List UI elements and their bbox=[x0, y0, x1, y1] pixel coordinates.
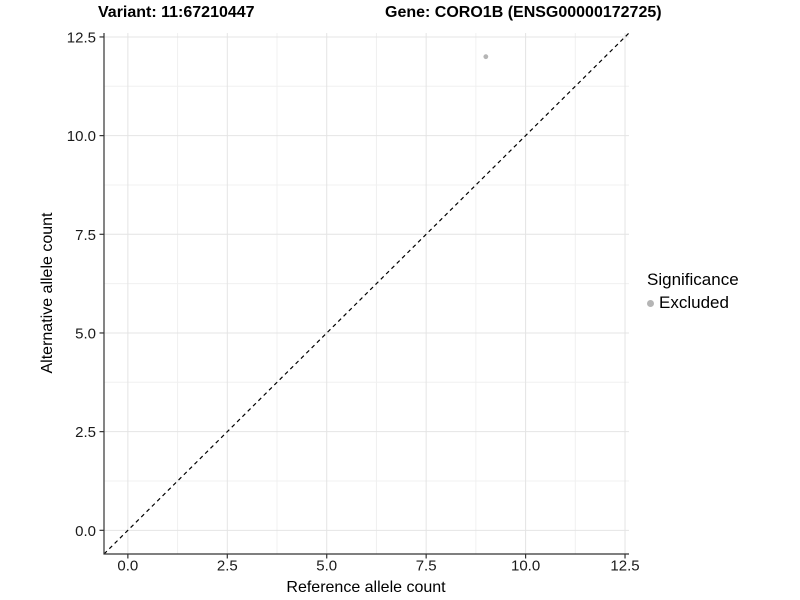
legend-title: Significance bbox=[647, 270, 739, 289]
x-tick-label: 2.5 bbox=[217, 558, 238, 575]
y-tick-label: 2.5 bbox=[75, 424, 96, 441]
y-tick-label: 10.0 bbox=[67, 128, 96, 145]
y-tick-label: 7.5 bbox=[75, 227, 96, 244]
y-tick-label: 12.5 bbox=[67, 29, 96, 46]
x-tick-label: 12.5 bbox=[610, 558, 639, 575]
y-axis-label: Alternative allele count bbox=[39, 212, 56, 374]
axis-lines bbox=[103, 33, 629, 555]
x-axis-label: Reference allele count bbox=[286, 579, 446, 596]
identity-dashed-line bbox=[103, 32, 630, 555]
plot-title-gene: Gene: CORO1B (ENSG00000172725) bbox=[385, 4, 662, 21]
x-tick-label: 5.0 bbox=[316, 558, 337, 575]
legend: Significance Excluded bbox=[647, 270, 739, 313]
y-tick-label: 0.0 bbox=[75, 523, 96, 540]
y-tick-label: 5.0 bbox=[75, 325, 96, 342]
plot-title-variant: Variant: 11:67210447 bbox=[98, 4, 255, 21]
x-tick-label: 7.5 bbox=[416, 558, 437, 575]
legend-item-excluded: Excluded bbox=[647, 293, 739, 313]
x-tick-label: 10.0 bbox=[511, 558, 540, 575]
legend-item-label: Excluded bbox=[659, 293, 729, 312]
data-point bbox=[483, 54, 489, 60]
legend-point-icon bbox=[647, 299, 654, 307]
x-tick-label: 0.0 bbox=[117, 558, 138, 575]
